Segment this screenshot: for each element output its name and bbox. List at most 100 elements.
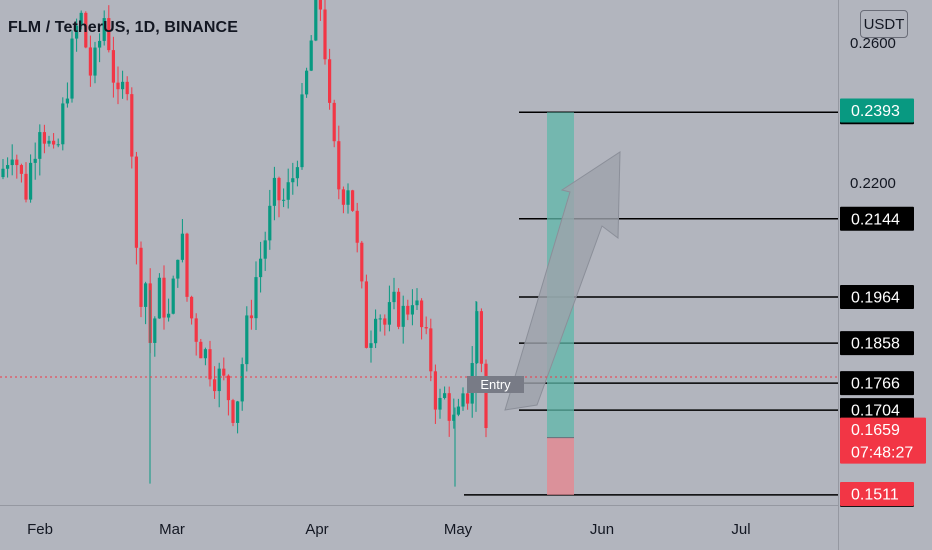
candle [328, 48, 332, 110]
candle [6, 157, 10, 178]
candle [341, 186, 345, 214]
entry-tag-label: Entry [480, 377, 511, 392]
candle [194, 313, 198, 356]
candle [240, 357, 244, 411]
candle [355, 202, 359, 253]
candle [254, 261, 258, 330]
candle [19, 163, 23, 183]
candle [305, 67, 309, 98]
candle [121, 70, 125, 99]
candle [75, 18, 79, 52]
candle [401, 295, 405, 344]
candles-layer [1, 0, 488, 487]
price-badge-0.1511: 0.1511 [840, 482, 914, 507]
candle [420, 298, 424, 340]
candle [180, 219, 184, 263]
candle [369, 330, 373, 363]
candle [452, 398, 456, 429]
candle [93, 41, 97, 84]
candle [130, 87, 134, 169]
candle [208, 340, 212, 387]
price-badge-0.2393: 0.2393 [840, 98, 914, 123]
candle [429, 318, 433, 382]
candle [153, 316, 157, 357]
entry-tag-box [467, 376, 524, 393]
candle [484, 359, 488, 438]
candle [263, 231, 267, 271]
candle [337, 125, 341, 200]
candle [466, 392, 470, 410]
candle [15, 154, 19, 179]
candle [360, 240, 364, 289]
candle [236, 400, 240, 434]
level-badge-0.1964-label: 0.1964 [851, 290, 900, 307]
candle [88, 35, 92, 87]
candle [259, 241, 263, 293]
candle [116, 66, 120, 105]
candle [84, 11, 88, 49]
candle [33, 142, 37, 180]
candle [415, 288, 419, 310]
candle [213, 366, 217, 399]
price-axis[interactable]: 0.2600 0.2200 [850, 35, 896, 192]
level-badge-0.1766-label: 0.1766 [851, 376, 900, 393]
candle [424, 316, 428, 335]
candle [38, 124, 42, 176]
candle [107, 5, 111, 53]
candle [461, 387, 465, 411]
level-badge-0.2144-label: 0.2144 [851, 211, 900, 228]
candle [383, 314, 387, 336]
candle [272, 166, 276, 221]
loss-zone[interactable] [547, 437, 574, 495]
candle [79, 10, 83, 30]
candle [392, 277, 396, 310]
candle [346, 183, 350, 214]
price-badges: 0.23890.21440.19640.18580.17660.17040.15… [840, 98, 926, 507]
candle [438, 388, 442, 419]
level-badge-0.1858-label: 0.1858 [851, 336, 900, 353]
candle [231, 398, 235, 427]
candle [364, 274, 368, 349]
candle [351, 189, 355, 212]
projection-arrow [504, 151, 621, 411]
candle [387, 285, 391, 332]
candle [314, 0, 318, 42]
currency-button[interactable]: USDT [860, 10, 908, 38]
level-badge-0.1766: 0.1766 [840, 371, 914, 396]
candle [443, 386, 447, 400]
candle [323, 0, 327, 65]
candle [277, 176, 281, 218]
candle [203, 347, 207, 366]
time-tick-label: Apr [305, 521, 328, 538]
candle [282, 188, 286, 208]
candle [61, 97, 65, 151]
candle [24, 162, 28, 203]
time-axis[interactable]: Feb Mar Apr May Jun Jul [27, 521, 751, 538]
candle [167, 298, 171, 322]
candle [176, 259, 180, 288]
candle [479, 308, 483, 373]
symbol-title: FLM / TetherUS, 1D, BINANCE [8, 19, 238, 36]
level-badge-0.2144: 0.2144 [840, 206, 914, 231]
candle [56, 138, 60, 148]
candle [286, 168, 290, 209]
time-tick-label: Mar [159, 521, 185, 538]
entry-tag[interactable]: Entry [467, 376, 524, 393]
candle [139, 241, 143, 318]
candle [1, 158, 5, 180]
price-badge-0.1511-label: 0.1511 [851, 487, 899, 504]
countdown-label: 07:48:27 [851, 445, 913, 462]
candle [70, 30, 74, 103]
candle [157, 273, 161, 319]
candle [29, 154, 33, 203]
level-badge-0.1858: 0.1858 [840, 331, 914, 356]
candle [10, 144, 14, 176]
candle [268, 189, 272, 250]
time-tick-label: May [444, 521, 473, 538]
candle [185, 232, 189, 302]
candle [410, 289, 414, 326]
price-tick-label: 0.2200 [850, 175, 896, 192]
candle [217, 362, 221, 408]
time-tick-label: Jul [731, 521, 750, 538]
